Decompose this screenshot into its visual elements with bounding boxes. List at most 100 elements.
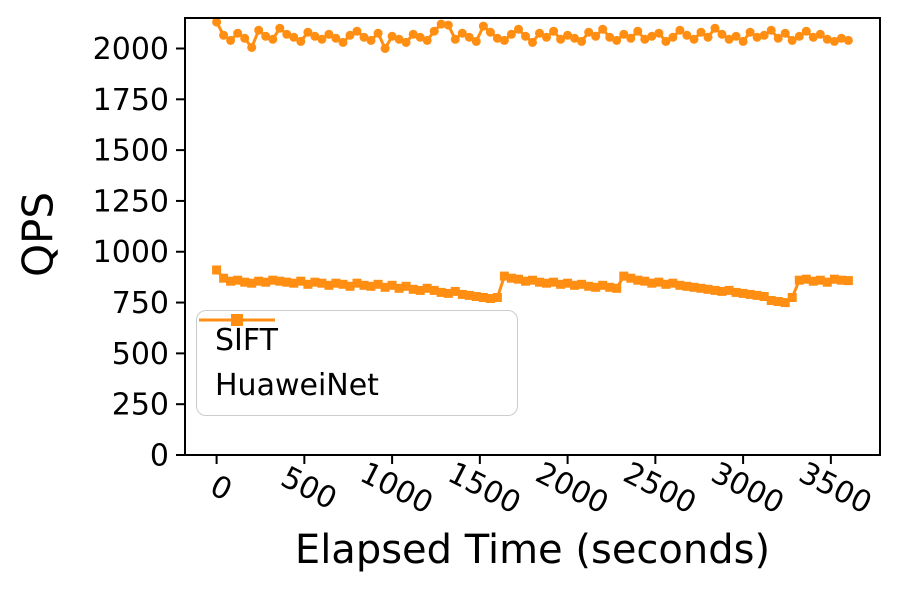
- data-point-square: [829, 274, 839, 284]
- data-point-square: [528, 275, 537, 285]
- data-point-square: [577, 279, 587, 289]
- data-point-circle: [338, 37, 348, 47]
- legend-label-sift: SIFT: [215, 323, 278, 358]
- data-point-circle: [254, 25, 264, 35]
- data-point-circle: [829, 36, 839, 46]
- data-point-square: [226, 276, 236, 286]
- data-point-circle: [836, 33, 846, 43]
- data-point-square: [633, 275, 643, 285]
- data-point-square: [415, 285, 425, 295]
- data-point-circle: [633, 26, 643, 36]
- data-point-square: [598, 280, 608, 290]
- x-tick-label: 3000: [705, 456, 789, 522]
- data-point-square: [240, 277, 250, 287]
- data-point-square: [703, 284, 713, 294]
- data-point-circle: [268, 34, 278, 44]
- data-point-square: [542, 278, 551, 288]
- data-point-circle: [380, 44, 390, 53]
- data-point-square: [478, 293, 488, 302]
- data-point-circle: [808, 32, 818, 42]
- data-point-circle: [598, 24, 608, 34]
- data-point-square: [219, 273, 229, 283]
- data-point-square: [682, 281, 692, 291]
- data-point-square: [506, 273, 516, 283]
- data-point-circle: [661, 36, 671, 46]
- data-point-square: [373, 279, 383, 289]
- data-point-square: [471, 292, 481, 301]
- data-point-circle: [612, 35, 622, 45]
- data-point-circle: [226, 35, 236, 45]
- data-point-square: [731, 287, 741, 297]
- data-point-square: [514, 274, 523, 284]
- y-axis-label: QPS: [13, 191, 63, 278]
- data-point-square: [443, 288, 453, 298]
- data-point-circle: [584, 27, 594, 37]
- data-point-square: [324, 280, 334, 290]
- data-point-circle: [654, 28, 664, 38]
- data-point-square: [303, 279, 313, 289]
- y-tick-label: 1250: [93, 184, 169, 219]
- data-point-circle: [731, 31, 741, 41]
- data-point-square: [212, 265, 222, 275]
- square-marker-icon: [199, 314, 275, 326]
- data-point-square: [654, 277, 664, 287]
- data-point-square: [675, 280, 685, 290]
- data-point-circle: [577, 36, 587, 46]
- data-point-square: [338, 279, 348, 289]
- data-point-circle: [324, 29, 334, 39]
- data-point-circle: [331, 33, 341, 43]
- data-point-square: [457, 289, 467, 299]
- data-point-square: [570, 280, 580, 290]
- data-point-circle: [724, 34, 734, 44]
- data-point-circle: [815, 29, 825, 39]
- legend: SIFT HuaweiNet: [196, 310, 518, 416]
- data-point-square: [661, 279, 671, 289]
- data-point-circle: [801, 26, 811, 36]
- data-point-square: [296, 276, 306, 286]
- y-tick-label: 1500: [93, 134, 169, 169]
- data-point-circle: [233, 28, 243, 38]
- data-point-circle: [787, 35, 797, 45]
- data-point-square: [464, 290, 474, 300]
- data-point-square: [380, 282, 390, 292]
- data-point-circle: [282, 29, 292, 39]
- data-point-circle: [296, 36, 306, 46]
- data-point-circle: [689, 34, 699, 44]
- data-point-circle: [485, 27, 495, 37]
- data-point-square: [387, 280, 397, 290]
- data-point-circle: [605, 32, 615, 42]
- data-point-square: [717, 286, 727, 296]
- data-point-circle: [668, 32, 678, 42]
- data-point-square: [408, 284, 418, 294]
- data-point-square: [836, 275, 846, 285]
- data-point-square: [254, 276, 264, 286]
- data-point-circle: [317, 34, 327, 44]
- x-axis-label: Elapsed Time (seconds): [294, 527, 771, 573]
- data-point-circle: [738, 36, 748, 46]
- data-point-square: [261, 277, 271, 287]
- data-point-square: [268, 275, 278, 285]
- data-point-square: [394, 283, 404, 293]
- data-point-circle: [471, 36, 481, 46]
- data-point-square: [499, 271, 509, 281]
- data-point-circle: [422, 35, 432, 45]
- data-point-circle: [219, 30, 229, 40]
- data-point-circle: [261, 31, 271, 41]
- data-point-square: [696, 283, 706, 293]
- data-point-circle: [682, 30, 692, 40]
- legend-item-huaweinet: HuaweiNet: [199, 314, 499, 403]
- data-point-square: [668, 278, 678, 288]
- data-point-square: [549, 277, 559, 287]
- data-point-square: [584, 281, 594, 291]
- data-point-circle: [640, 34, 650, 44]
- data-point-circle: [766, 25, 776, 35]
- data-point-square: [233, 275, 243, 285]
- data-point-circle: [478, 21, 488, 31]
- data-point-square: [801, 274, 811, 284]
- data-point-square: [275, 276, 285, 286]
- data-point-circle: [506, 29, 516, 39]
- legend-label-huaweinet: HuaweiNet: [215, 368, 379, 403]
- data-point-circle: [591, 31, 601, 41]
- data-point-circle: [528, 37, 537, 47]
